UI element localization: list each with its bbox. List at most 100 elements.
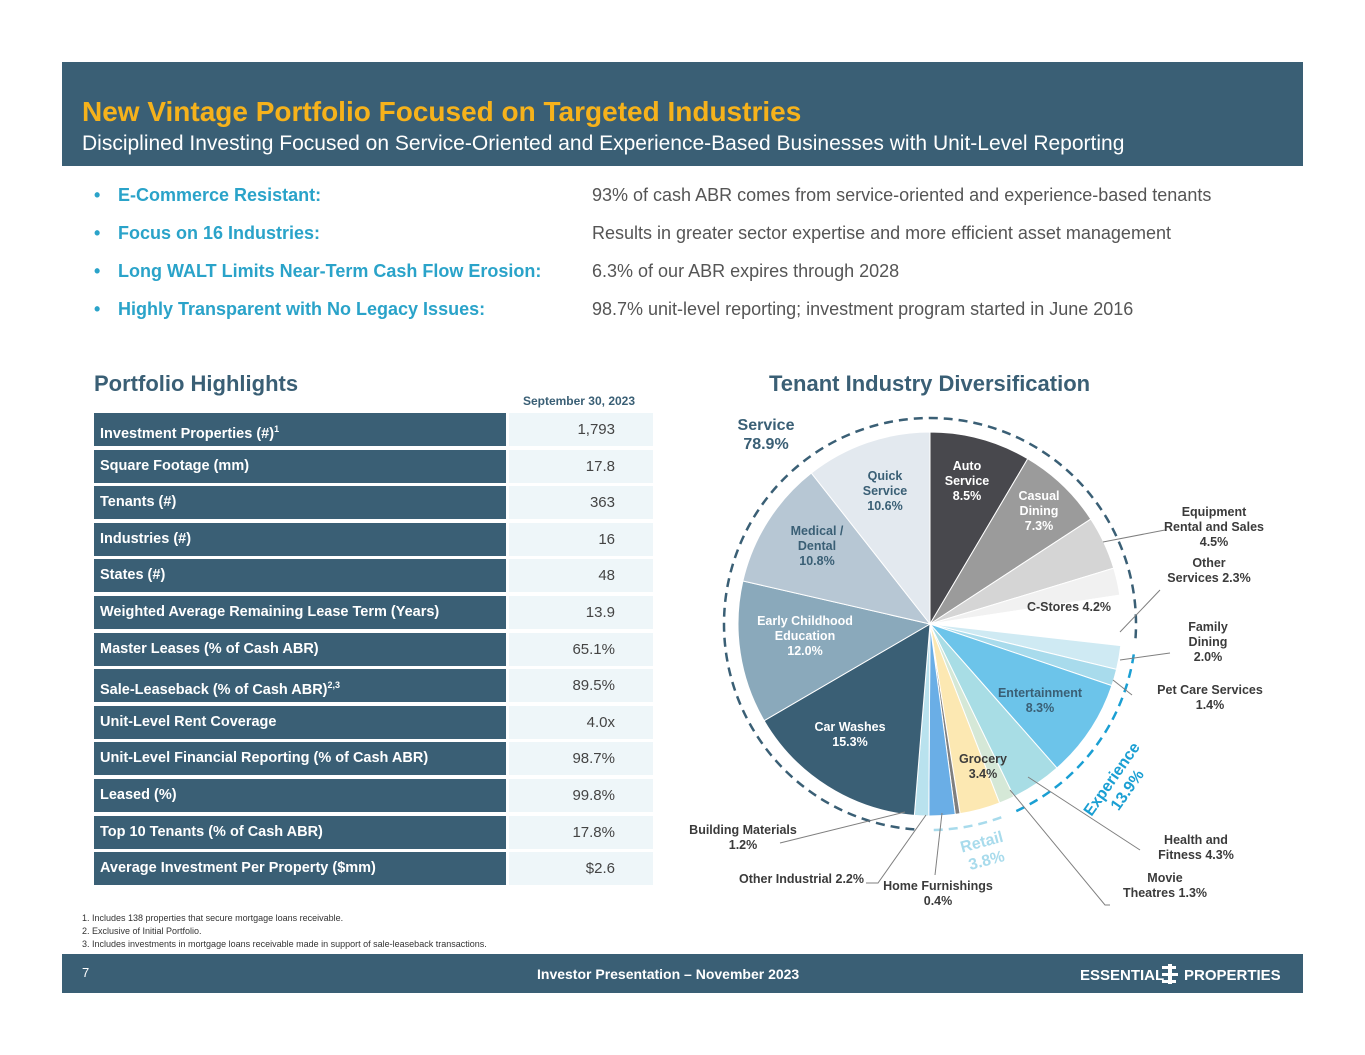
slice-label: Pet Care Services 1.4% [1157, 683, 1263, 712]
bullet-icon: • [94, 261, 101, 281]
row-value: 1,793 [509, 413, 653, 446]
as-of-date: September 30, 2023 [522, 394, 636, 408]
company-logo: ESSENTIAL PROPERTIES [1080, 964, 1280, 984]
slice-label: Auto Service 8.5% [945, 459, 990, 503]
slice-label: Health and Fitness 4.3% [1158, 833, 1234, 862]
slice-label: Other Industrial 2.2% [739, 872, 864, 886]
logo-mark-icon [1162, 964, 1178, 984]
row-label-text: Unit-Level Rent Coverage [100, 713, 277, 730]
slice-label: Other Services 2.3% [1167, 556, 1250, 585]
table-row: Unit-Level Financial Reporting (% of Cas… [94, 742, 654, 776]
slice-label: Casual Dining 7.3% [1019, 489, 1060, 533]
portfolio-highlights-title: Portfolio Highlights [94, 371, 299, 396]
row-value: 17.8 [509, 449, 653, 483]
row-label-text: Top 10 Tenants (% of Cash ABR) [100, 823, 323, 840]
key-point: • Long WALT Limits Near-Term Cash Flow E… [94, 261, 1294, 299]
row-label-text: Average Investment Per Property ($mm) [100, 860, 376, 877]
experience-group-arc [1010, 654, 1135, 815]
row-label: Top 10 Tenants (% of Cash ABR) [94, 815, 506, 849]
slice-label: Home Furnishings 0.4% [883, 879, 993, 908]
key-point: • Highly Transparent with No Legacy Issu… [94, 299, 1294, 337]
row-label-text: Tenants (#) [100, 494, 177, 511]
row-value: 65.1% [509, 632, 653, 666]
table-row: Investment Properties (#)1 1,793 [94, 413, 654, 446]
pie-slice [737, 580, 932, 722]
logo-right-text: PROPERTIES [1184, 967, 1280, 984]
leader-line [1102, 529, 1166, 543]
row-value: $2.6 [509, 852, 653, 886]
key-point-text: Results in greater sector expertise and … [592, 223, 1171, 243]
row-value: 99.8% [509, 778, 653, 812]
row-label: Master Leases (% of Cash ABR) [94, 632, 506, 666]
key-point-label: Highly Transparent with No Legacy Issues… [118, 299, 486, 319]
row-value: 48 [509, 559, 653, 593]
leader-line [1119, 589, 1161, 633]
row-label-text: Sale-Leaseback (% of Cash ABR) [100, 681, 328, 698]
key-point-text: 93% of cash ABR comes from service-orien… [592, 185, 1212, 205]
row-label-text: Leased (%) [100, 786, 177, 803]
row-value: 17.8% [509, 815, 653, 849]
row-label: Average Investment Per Property ($mm) [94, 852, 506, 886]
slice-label: C-Stores 4.2% [1027, 600, 1111, 614]
pie-slice [929, 431, 1029, 626]
footnote: 3. Includes investments in mortgage loan… [82, 939, 487, 949]
group-label: Service [738, 417, 795, 434]
key-point-label: Long WALT Limits Near-Term Cash Flow Ero… [118, 261, 542, 281]
industry-pie-chart: Auto Service 8.5% Casual Dining 7.3% C-Stores … [689, 416, 1264, 908]
diversification-title: Tenant Industry Diversification [769, 371, 1091, 396]
leader-line [866, 814, 927, 884]
table-row: Leased (%) 99.8% [94, 778, 654, 812]
key-point-label: E-Commerce Resistant: [118, 185, 322, 205]
slice-label: Car Washes 15.3% [814, 720, 885, 749]
slice-label: Family Dining 2.0% [1188, 620, 1228, 664]
row-label: Square Footage (mm) [94, 449, 506, 483]
page-title: New Vintage Portfolio Focused on Targete… [82, 96, 802, 127]
row-label-text: Weighted Average Remaining Lease Term (Y… [100, 603, 440, 620]
table-row: Top 10 Tenants (% of Cash ABR) 17.8% [94, 815, 654, 849]
slice-label: Entertainment 8.3% [998, 686, 1083, 715]
row-label: Investment Properties (#)1 [94, 413, 506, 446]
footnote: 1. Includes 138 properties that secure m… [82, 913, 344, 923]
row-label-text: Industries (#) [100, 530, 192, 547]
row-value: 89.5% [509, 669, 653, 703]
row-value: 4.0x [509, 705, 653, 739]
row-label-text: Unit-Level Financial Reporting (% of Cas… [100, 750, 429, 767]
leader-line [1009, 789, 1110, 906]
key-point-text: 98.7% unit-level reporting; investment p… [592, 299, 1134, 319]
table-row: Weighted Average Remaining Lease Term (Y… [94, 595, 654, 629]
pie-slice [742, 472, 932, 625]
key-points-list: • E-Commerce Resistant: 93% of cash ABR … [94, 185, 1294, 337]
retail-group-arc [932, 816, 1002, 832]
slice-label: Building Materials 1.2% [689, 823, 797, 852]
slice-label: Quick Service 10.6% [863, 469, 908, 513]
row-label-text: Investment Properties (#) [100, 425, 275, 442]
pie-slice [810, 431, 931, 626]
footnote: 2. Exclusive of Initial Portfolio. [82, 926, 202, 936]
presentation-label: Investor Presentation – November 2023 [537, 966, 800, 982]
pie-slice [928, 622, 1113, 769]
row-label: Leased (%) [94, 778, 506, 812]
row-value: 98.7% [509, 742, 653, 776]
group-value: 78.9% [743, 436, 788, 453]
bullet-icon: • [94, 185, 101, 205]
bullet-icon: • [94, 299, 101, 319]
service-group-arc [722, 416, 1138, 831]
row-label: States (#) [94, 559, 506, 593]
leader-line [934, 812, 943, 876]
row-label: Sale-Leaseback (% of Cash ABR)2,3 [94, 669, 506, 703]
row-label: Tenants (#) [94, 486, 506, 520]
slice-label: Medical / Dental 10.8% [791, 524, 844, 568]
footnote-ref: 2,3 [327, 680, 341, 691]
row-label: Weighted Average Remaining Lease Term (Y… [94, 595, 506, 629]
footnote-ref: 1 [274, 424, 280, 434]
key-point-text: 6.3% of our ABR expires through 2028 [592, 261, 900, 281]
row-label-text: Square Footage (mm) [100, 457, 250, 474]
table-row: Tenants (#) 363 [94, 486, 654, 520]
leader-line [1112, 679, 1133, 696]
slice-label: Early Childhood Education 12.0% [757, 614, 853, 658]
bullet-icon: • [94, 223, 101, 243]
row-label: Industries (#) [94, 522, 506, 556]
row-label-text: States (#) [100, 567, 166, 584]
slice-label: Grocery 3.4% [959, 752, 1007, 781]
table-row: Average Investment Per Property ($mm) $2.… [94, 852, 654, 886]
